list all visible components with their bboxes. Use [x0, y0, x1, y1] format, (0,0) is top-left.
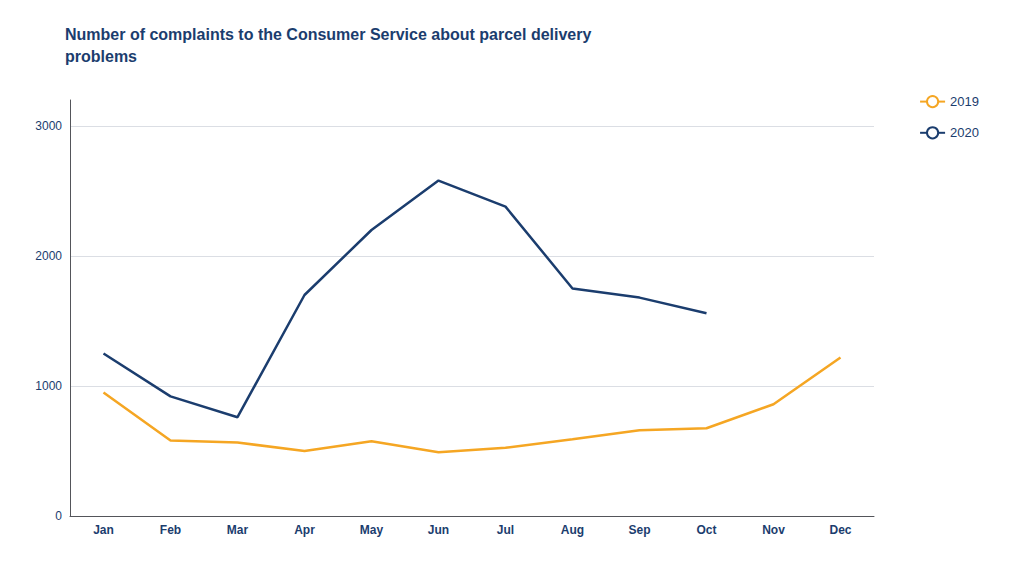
- svg-text:Jul: Jul: [497, 523, 514, 537]
- svg-text:Jun: Jun: [428, 523, 449, 537]
- svg-text:2000: 2000: [35, 249, 62, 263]
- svg-text:Nov: Nov: [762, 523, 785, 537]
- svg-text:Sep: Sep: [628, 523, 650, 537]
- svg-text:problems: problems: [65, 48, 137, 65]
- svg-text:Dec: Dec: [829, 523, 851, 537]
- svg-text:Apr: Apr: [294, 523, 315, 537]
- svg-text:3000: 3000: [35, 119, 62, 133]
- svg-text:Jan: Jan: [93, 523, 114, 537]
- svg-text:Mar: Mar: [227, 523, 249, 537]
- svg-text:0: 0: [55, 509, 62, 523]
- svg-text:1000: 1000: [35, 379, 62, 393]
- svg-text:2019: 2019: [950, 94, 979, 109]
- svg-text:Oct: Oct: [696, 523, 716, 537]
- svg-text:Number of complaints to the Co: Number of complaints to the Consumer Ser…: [65, 26, 591, 43]
- svg-text:2020: 2020: [950, 125, 979, 140]
- svg-text:Feb: Feb: [160, 523, 181, 537]
- svg-text:May: May: [360, 523, 384, 537]
- svg-text:Aug: Aug: [561, 523, 584, 537]
